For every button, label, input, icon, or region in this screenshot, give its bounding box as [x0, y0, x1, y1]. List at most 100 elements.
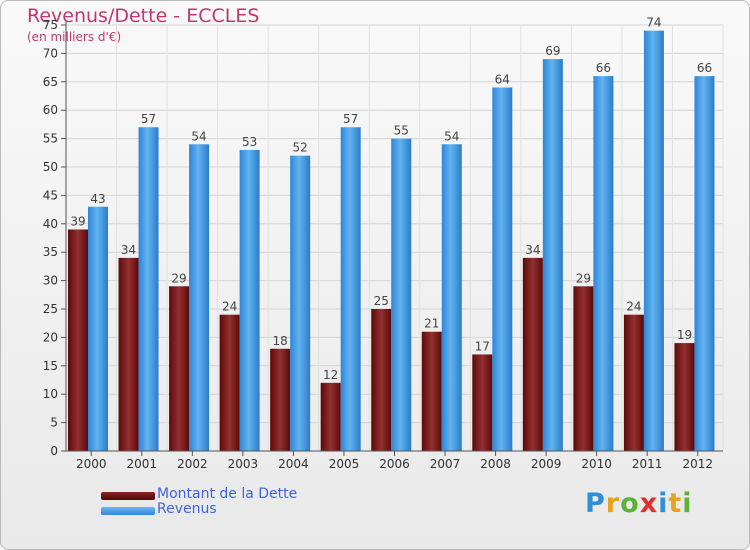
bar-debt [421, 331, 442, 451]
data-label: 34 [121, 243, 136, 257]
y-tick-label: 25 [43, 302, 58, 316]
bar-revenus [189, 144, 210, 451]
data-label: 17 [475, 339, 490, 353]
data-label: 66 [697, 61, 712, 75]
y-tick-label: 15 [43, 359, 58, 373]
bar-revenus [391, 138, 412, 451]
data-label: 18 [273, 334, 288, 348]
axis-layer: 0 5 10 15 20 25 30 35 40 45 50 55 60 65 70 75 2000 2001 20… [43, 18, 723, 471]
data-label: 43 [90, 192, 105, 206]
bar-revenus [239, 149, 260, 451]
y-tick-label: 0 [50, 444, 58, 458]
data-label: 29 [171, 271, 186, 285]
y-tick-label: 10 [43, 387, 58, 401]
logo-letter: t [668, 488, 683, 519]
y-tick-label: 40 [43, 217, 58, 231]
bar-debt [68, 229, 88, 451]
logo-letter: x [639, 488, 659, 519]
bar-debt [573, 286, 594, 451]
bar-debt [118, 257, 139, 451]
bar-debt [169, 286, 190, 451]
y-tick-label: 45 [43, 188, 58, 202]
bar-debt [270, 348, 291, 451]
data-label: 57 [343, 112, 358, 126]
x-tick-label: 2005 [329, 457, 360, 471]
logo-letter: o [620, 488, 640, 519]
y-tick-label: 65 [43, 75, 58, 89]
logo-letter: r [605, 488, 621, 519]
data-label: 74 [646, 16, 661, 30]
data-label: 29 [576, 271, 591, 285]
x-tick-label: 2002 [177, 457, 208, 471]
bar-revenus [694, 76, 715, 452]
bar-revenus [643, 30, 664, 452]
y-tick-label: 75 [43, 18, 58, 32]
x-tick-label: 2009 [531, 457, 562, 471]
bar-revenus [290, 155, 311, 451]
x-tick-label: 2003 [228, 457, 259, 471]
data-label: 55 [394, 124, 409, 138]
y-tick-label: 70 [43, 46, 58, 60]
y-tick-label: 5 [50, 416, 58, 430]
legend-swatch-debt [101, 492, 155, 500]
x-tick-label: 2004 [278, 457, 309, 471]
bar-revenus [138, 127, 159, 452]
data-label: 64 [495, 72, 510, 86]
y-tick-label: 60 [43, 103, 58, 117]
logo-letter: P [585, 488, 606, 519]
y-tick-label: 55 [43, 132, 58, 146]
x-tick-label: 2010 [581, 457, 612, 471]
legend-swatch-revenus [101, 507, 155, 515]
bar-debt [472, 354, 493, 451]
data-label: 54 [191, 129, 206, 143]
chart-subtitle: (en milliers d'€) [27, 30, 122, 44]
chart-title: Revenus/Dette - ECCLES [27, 5, 260, 27]
bar-revenus [88, 206, 108, 451]
proxiti-logo: Proxiti [585, 488, 693, 519]
x-tick-label: 2000 [76, 457, 107, 471]
data-label: 54 [444, 129, 459, 143]
bar-revenus [441, 144, 462, 451]
bar-revenus [593, 76, 614, 452]
y-tick-label: 20 [43, 330, 58, 344]
data-label: 24 [222, 300, 237, 314]
data-label: 69 [545, 44, 560, 58]
x-tick-label: 2006 [379, 457, 410, 471]
bar-debt [371, 309, 392, 451]
bar-revenus [542, 59, 563, 452]
data-label: 12 [323, 368, 338, 382]
x-tick-label: 2008 [480, 457, 511, 471]
x-tick-label: 2012 [682, 457, 713, 471]
bar-debt [522, 257, 543, 451]
data-label: 24 [626, 300, 641, 314]
bars-layer [68, 30, 715, 452]
bar-debt [320, 382, 341, 451]
x-tick-label: 2007 [430, 457, 461, 471]
logo-letter: i [658, 488, 669, 519]
x-tick-label: 2011 [632, 457, 663, 471]
y-tick-label: 50 [43, 160, 58, 174]
y-tick-label: 35 [43, 245, 58, 259]
bar-debt [219, 314, 240, 451]
logo-letter: i [682, 488, 693, 519]
data-label: 66 [596, 61, 611, 75]
data-label: 57 [141, 112, 156, 126]
bar-debt [674, 343, 695, 451]
legend-label-revenus: Revenus [157, 501, 217, 517]
bar-debt [623, 314, 644, 451]
labels-layer: 39 43 34 57 29 54 24 53 18 52 12 57 25 55 21 54 17 64 34 69… [70, 16, 712, 382]
data-label: 52 [293, 141, 308, 155]
bar-revenus [492, 87, 513, 451]
data-label: 39 [70, 214, 85, 228]
data-label: 34 [525, 243, 540, 257]
data-label: 21 [424, 317, 439, 331]
x-tick-label: 2001 [127, 457, 158, 471]
bar-revenus [340, 127, 361, 452]
data-label: 25 [374, 294, 389, 308]
data-label: 19 [677, 328, 692, 342]
data-label: 53 [242, 135, 257, 149]
legend-label-debt: Montant de la Dette [157, 486, 298, 502]
y-tick-label: 30 [43, 274, 58, 288]
